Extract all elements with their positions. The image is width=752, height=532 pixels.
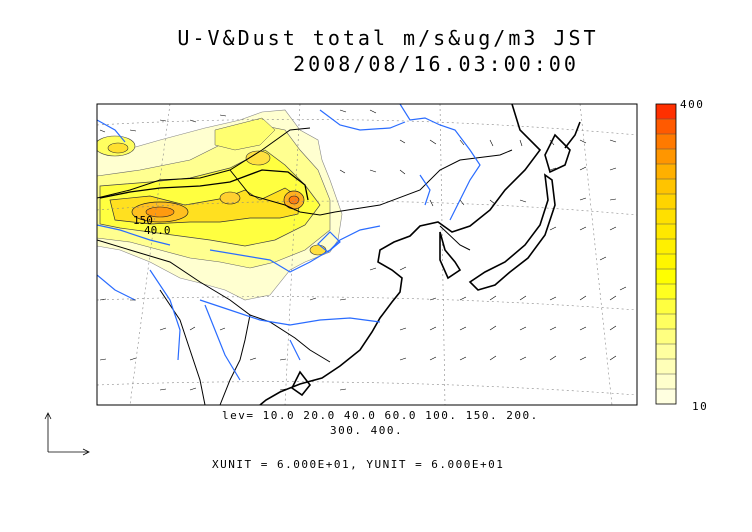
- colorbar-min-label: 10: [692, 400, 709, 413]
- colorbar: [655, 103, 677, 405]
- rivers: [97, 104, 481, 381]
- coastlines: [259, 104, 581, 405]
- coast-over-dust: [99, 169, 309, 201]
- contour-levels-line1: lev= 10.0 20.0 40.0 60.0 100. 150. 200.: [222, 409, 539, 422]
- contour-label: 150: [133, 214, 153, 227]
- map-title: U-V&Dust total m/s&ug/m3 JST: [177, 26, 599, 50]
- vector-units: XUNIT = 6.000E+01, YUNIT = 6.000E+01: [212, 458, 505, 471]
- contour-label: 40.0: [144, 224, 171, 237]
- colorbar-max-label: 400: [680, 98, 705, 111]
- lat-lon-grid: [97, 104, 637, 405]
- map-frame: [96, 103, 638, 406]
- wind-vectors: [99, 109, 627, 391]
- map-area: [97, 104, 637, 405]
- map-timestamp: 2008/08/16.03:00:00: [293, 52, 579, 76]
- contour-levels-line2: 300. 400.: [330, 424, 404, 437]
- dust-shading: [97, 109, 343, 301]
- reference-vector: [44, 412, 90, 456]
- borders: [97, 127, 513, 405]
